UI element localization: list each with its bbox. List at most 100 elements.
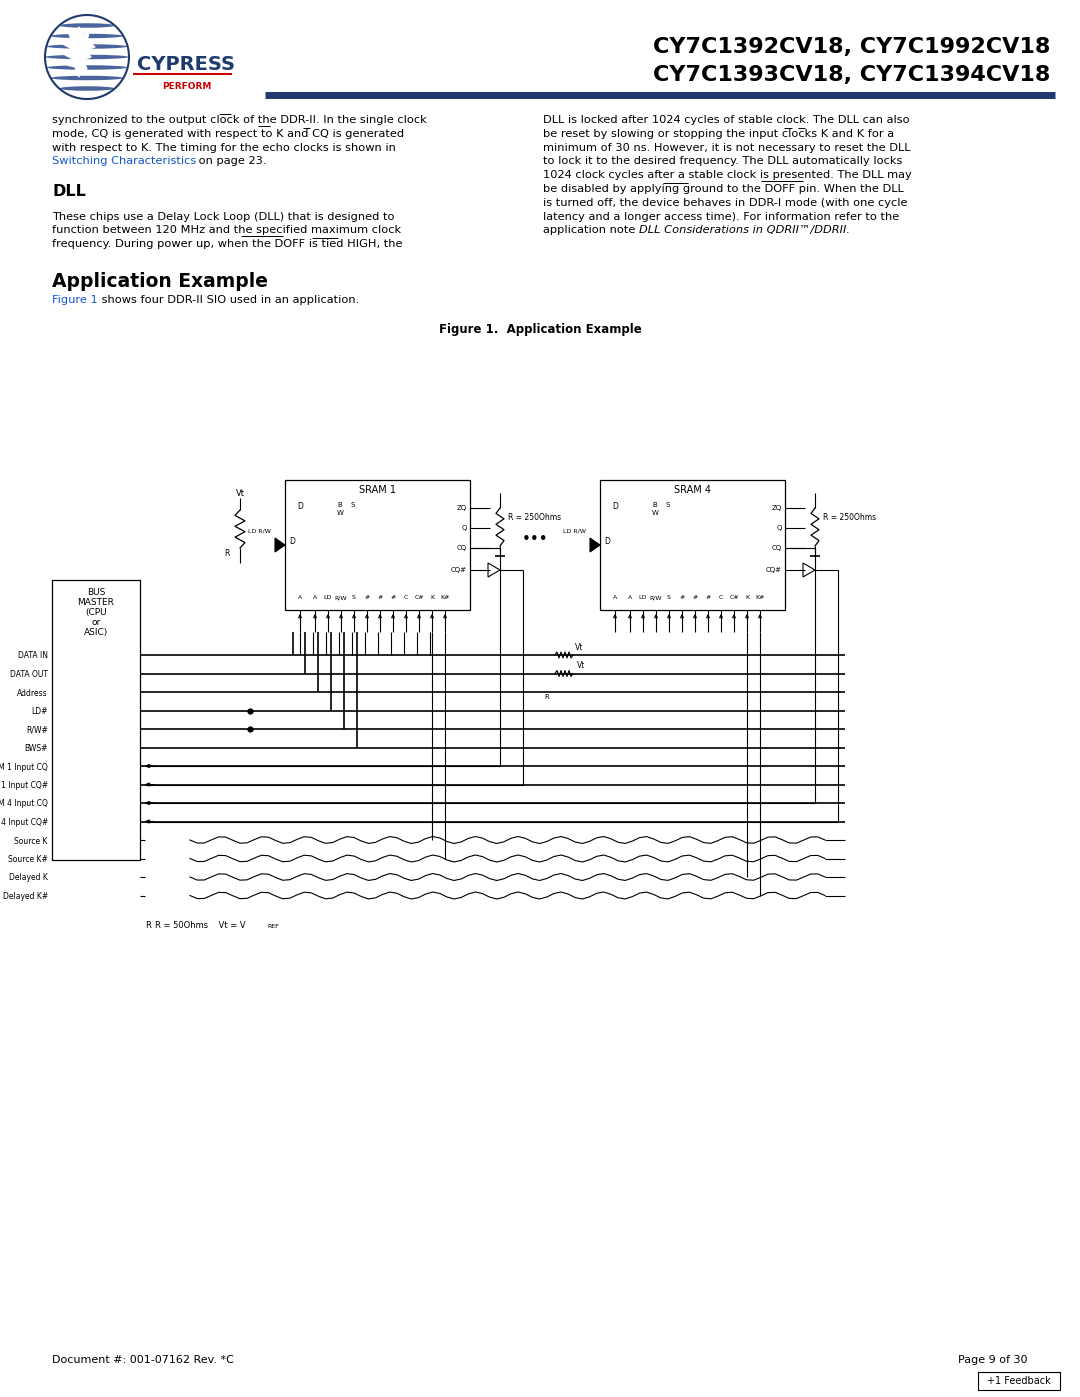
Text: Figure 1: Figure 1	[52, 295, 98, 305]
Text: CYPRESS: CYPRESS	[137, 56, 235, 74]
Text: MASTER: MASTER	[78, 598, 114, 608]
Text: (CPU: (CPU	[85, 608, 107, 617]
Ellipse shape	[51, 34, 123, 38]
Text: #: #	[692, 595, 698, 599]
Text: LD: LD	[324, 595, 333, 599]
Text: on page 23.: on page 23.	[195, 156, 267, 166]
Text: Delayed K: Delayed K	[9, 873, 48, 883]
Text: minimum of 30 ns. However, it is not necessary to reset the DLL: minimum of 30 ns. However, it is not nec…	[543, 142, 910, 152]
Bar	[285, 481, 470, 610]
Text: ZQ: ZQ	[457, 504, 467, 511]
Text: to lock it to the desired frequency. The DLL automatically locks: to lock it to the desired frequency. The…	[543, 156, 903, 166]
Text: SRAM 1: SRAM 1	[359, 485, 396, 495]
Text: BUS: BUS	[86, 588, 105, 597]
Text: mode, CQ is generated with respect to K and CQ is generated: mode, CQ is generated with respect to K …	[52, 129, 404, 138]
Text: synchronized to the output clock of the DDR-II. In the single clock: synchronized to the output clock of the …	[52, 115, 427, 124]
Text: application note: application note	[543, 225, 639, 236]
Text: C#: C#	[729, 595, 739, 599]
Ellipse shape	[59, 87, 114, 91]
Ellipse shape	[45, 54, 129, 59]
Text: D: D	[297, 502, 302, 511]
Text: R: R	[145, 921, 151, 929]
Text: is turned off, the device behaves in DDR-I mode (with one cycle: is turned off, the device behaves in DDR…	[543, 198, 907, 208]
Text: #: #	[390, 595, 395, 599]
Text: SRAM 4 Input CQ#: SRAM 4 Input CQ#	[0, 819, 48, 827]
Text: CQ#: CQ#	[766, 567, 782, 573]
Text: PERFORM: PERFORM	[162, 82, 212, 91]
Text: #: #	[364, 595, 369, 599]
Text: R = 250Ohms: R = 250Ohms	[823, 514, 876, 522]
Text: Delayed K#: Delayed K#	[3, 893, 48, 901]
Text: Vt: Vt	[575, 643, 583, 651]
Text: be disabled by applying ground to the DOFF pin. When the DLL: be disabled by applying ground to the DO…	[543, 184, 904, 194]
Text: DATA IN: DATA IN	[18, 651, 48, 661]
Text: CY7C1392CV18, CY7C1992CV18: CY7C1392CV18, CY7C1992CV18	[652, 36, 1050, 57]
Text: LD R/W: LD R/W	[248, 528, 271, 534]
Text: R/W: R/W	[650, 595, 662, 599]
Text: R/W: R/W	[335, 595, 348, 599]
Text: SRAM 1 Input CQ: SRAM 1 Input CQ	[0, 763, 48, 771]
Text: D: D	[612, 502, 618, 511]
Text: be reset by slowing or stopping the input clocks K and K for a: be reset by slowing or stopping the inpu…	[543, 129, 894, 138]
Text: +1 Feedback: +1 Feedback	[987, 1376, 1051, 1386]
Ellipse shape	[51, 75, 123, 80]
Text: D: D	[604, 536, 610, 545]
Text: K: K	[430, 595, 434, 599]
Text: CQ: CQ	[772, 545, 782, 550]
Text: R = 50Ohms    Vt = V: R = 50Ohms Vt = V	[156, 921, 245, 929]
Text: #: #	[705, 595, 711, 599]
Text: #: #	[377, 595, 382, 599]
Text: Source K#: Source K#	[9, 855, 48, 863]
Text: 1024 clock cycles after a stable clock is presented. The DLL may: 1024 clock cycles after a stable clock i…	[543, 170, 912, 180]
Text: A: A	[627, 595, 632, 599]
Text: SRAM 4 Input CQ: SRAM 4 Input CQ	[0, 799, 48, 809]
Ellipse shape	[59, 24, 114, 28]
Text: CY7C1393CV18, CY7C1394CV18: CY7C1393CV18, CY7C1394CV18	[652, 66, 1050, 85]
Bar	[52, 580, 140, 861]
Text: LD R/W: LD R/W	[563, 528, 586, 534]
Bar	[978, 1372, 1059, 1390]
Text: S: S	[352, 595, 356, 599]
Text: R: R	[544, 694, 550, 700]
Text: K#: K#	[755, 595, 765, 599]
Text: REF: REF	[267, 923, 279, 929]
Text: CQ: CQ	[457, 545, 467, 550]
Text: DATA OUT: DATA OUT	[10, 671, 48, 679]
Text: Vt: Vt	[235, 489, 244, 497]
Text: Document #: 001-07162 Rev. *C: Document #: 001-07162 Rev. *C	[52, 1355, 234, 1365]
Text: R: R	[225, 549, 230, 557]
Text: K: K	[745, 595, 750, 599]
Text: D: D	[289, 536, 295, 545]
Text: SRAM 1 Input CQ#: SRAM 1 Input CQ#	[0, 781, 48, 789]
Text: W: W	[651, 510, 659, 515]
Text: C: C	[404, 595, 408, 599]
Bar	[600, 481, 785, 610]
Text: CQ#: CQ#	[451, 567, 467, 573]
Text: S: S	[667, 595, 671, 599]
Text: LD#: LD#	[31, 707, 48, 717]
Text: R/W#: R/W#	[26, 725, 48, 735]
Polygon shape	[590, 538, 600, 552]
Text: C: C	[719, 595, 724, 599]
Text: function between 120 MHz and the specified maximum clock: function between 120 MHz and the specifi…	[52, 225, 401, 236]
Text: Vt: Vt	[577, 661, 585, 671]
Text: with respect to K. The timing for the echo clocks is shown in: with respect to K. The timing for the ec…	[52, 142, 396, 152]
Ellipse shape	[46, 45, 127, 49]
Text: frequency. During power up, when the DOFF is tied HIGH, the: frequency. During power up, when the DOF…	[52, 239, 403, 249]
Text: Q: Q	[777, 525, 782, 531]
Text: DLL: DLL	[52, 184, 86, 198]
Ellipse shape	[46, 66, 127, 70]
Text: LD: LD	[638, 595, 647, 599]
Text: Page 9 of 30: Page 9 of 30	[959, 1355, 1028, 1365]
Text: C#: C#	[415, 595, 423, 599]
Text: DLL is locked after 1024 cycles of stable clock. The DLL can also: DLL is locked after 1024 cycles of stabl…	[543, 115, 909, 124]
Text: Q: Q	[461, 525, 467, 531]
Polygon shape	[60, 27, 95, 77]
Text: W: W	[337, 510, 343, 515]
Text: ASIC): ASIC)	[84, 629, 108, 637]
Text: BWS#: BWS#	[25, 745, 48, 753]
Text: shows four DDR-II SIO used in an application.: shows four DDR-II SIO used in an applica…	[98, 295, 360, 305]
Text: Source K: Source K	[14, 837, 48, 845]
Text: Address: Address	[17, 689, 48, 697]
Text: A: A	[313, 595, 318, 599]
